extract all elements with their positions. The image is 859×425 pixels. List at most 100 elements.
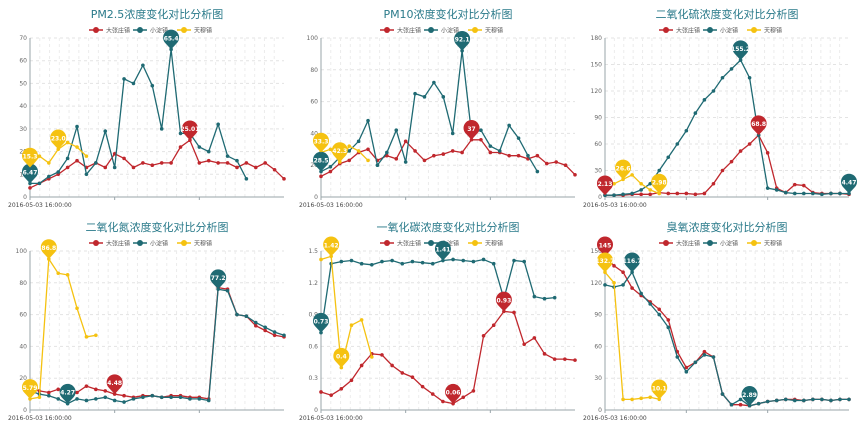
data-point[interactable] [684, 191, 689, 196]
data-point[interactable] [84, 398, 89, 403]
data-point[interactable] [370, 355, 374, 359]
pin-marker[interactable] [463, 120, 480, 140]
legend-label-1[interactable]: 大张庄镇 [676, 27, 700, 35]
data-point[interactable] [639, 291, 643, 296]
data-point[interactable] [729, 402, 734, 407]
data-point[interactable] [666, 325, 671, 330]
data-point[interactable] [552, 295, 557, 300]
data-point[interactable] [811, 397, 815, 402]
data-point[interactable] [197, 161, 202, 165]
legend-label-1[interactable]: 大张庄镇 [106, 240, 130, 248]
data-point[interactable] [47, 390, 51, 395]
data-point[interactable] [802, 183, 806, 188]
data-point[interactable] [225, 288, 230, 293]
data-point[interactable] [639, 192, 643, 197]
data-point[interactable] [112, 165, 117, 170]
data-point[interactable] [507, 153, 511, 158]
pin-marker[interactable] [22, 147, 38, 168]
legend-label-3[interactable]: 天穆镇 [194, 240, 212, 248]
data-point[interactable] [403, 139, 408, 144]
data-point[interactable] [400, 371, 405, 375]
data-point[interactable] [197, 397, 202, 401]
data-point[interactable] [349, 378, 354, 383]
data-point[interactable] [347, 144, 352, 148]
data-point[interactable] [122, 400, 126, 404]
data-point[interactable] [420, 260, 425, 265]
data-point[interactable] [75, 397, 79, 401]
data-point[interactable] [512, 258, 516, 263]
data-point[interactable] [774, 398, 779, 403]
pin-marker[interactable] [59, 383, 76, 404]
data-point[interactable] [666, 318, 671, 322]
legend-marker-2[interactable] [707, 27, 713, 33]
data-point[interactable] [94, 397, 98, 401]
data-point[interactable] [684, 370, 689, 374]
data-point[interactable] [630, 286, 634, 290]
data-point[interactable] [461, 258, 466, 263]
data-point[interactable] [159, 127, 164, 131]
data-point[interactable] [702, 349, 707, 354]
data-point[interactable] [141, 161, 145, 165]
data-point[interactable] [469, 137, 474, 142]
data-point[interactable] [657, 168, 662, 173]
data-point[interactable] [648, 302, 652, 306]
data-point[interactable] [150, 83, 155, 88]
data-point[interactable] [488, 150, 493, 155]
data-point[interactable] [235, 312, 239, 317]
data-point[interactable] [366, 118, 370, 123]
data-point[interactable] [103, 165, 108, 170]
data-point[interactable] [460, 150, 464, 155]
pin-marker[interactable] [445, 383, 462, 404]
data-point[interactable] [112, 392, 117, 396]
data-point[interactable] [461, 395, 466, 400]
data-point[interactable] [253, 165, 258, 170]
data-point[interactable] [820, 192, 824, 197]
data-point[interactable] [666, 191, 671, 196]
data-point[interactable] [675, 355, 680, 359]
pin-marker[interactable] [597, 252, 613, 273]
data-point[interactable] [432, 80, 436, 85]
data-point[interactable] [441, 95, 446, 99]
data-point[interactable] [253, 323, 258, 328]
legend-label-3[interactable]: 天穆镇 [764, 240, 782, 248]
data-point[interactable] [141, 395, 145, 400]
data-point[interactable] [471, 259, 476, 264]
data-point[interactable] [765, 186, 770, 190]
data-point[interactable] [75, 390, 79, 395]
data-point[interactable] [491, 261, 496, 266]
data-point[interactable] [366, 158, 370, 163]
data-point[interactable] [206, 149, 211, 154]
data-point[interactable] [792, 182, 797, 187]
data-point[interactable] [56, 387, 61, 392]
data-point[interactable] [94, 387, 98, 392]
legend-label-1[interactable]: 大张庄镇 [397, 240, 421, 248]
pin-marker[interactable] [333, 347, 350, 368]
data-point[interactable] [684, 365, 689, 370]
data-point[interactable] [630, 173, 634, 177]
data-point[interactable] [630, 397, 634, 402]
data-point[interactable] [319, 390, 323, 394]
data-point[interactable] [150, 393, 155, 398]
data-point[interactable] [359, 261, 364, 266]
data-point[interactable] [450, 131, 455, 136]
legend-label-2[interactable]: 小淀镇 [720, 240, 738, 248]
data-point[interactable] [526, 153, 530, 158]
data-point[interactable] [522, 259, 526, 264]
data-point[interactable] [783, 397, 788, 402]
data-point[interactable] [75, 145, 79, 149]
data-point[interactable] [65, 156, 70, 161]
data-point[interactable] [178, 395, 183, 400]
data-point[interactable] [328, 164, 333, 169]
data-point[interactable] [47, 393, 51, 398]
data-point[interactable] [263, 161, 267, 165]
data-point[interactable] [370, 262, 374, 267]
data-point[interactable] [282, 333, 286, 338]
data-point[interactable] [563, 163, 568, 167]
data-point[interactable] [65, 273, 70, 277]
data-point[interactable] [432, 153, 436, 158]
data-point[interactable] [488, 144, 493, 148]
legend-label-2[interactable]: 小淀镇 [441, 240, 459, 248]
legend-label-3[interactable]: 天穆镇 [485, 240, 503, 248]
pin-marker[interactable] [732, 40, 749, 61]
legend-marker-2[interactable] [137, 240, 143, 246]
